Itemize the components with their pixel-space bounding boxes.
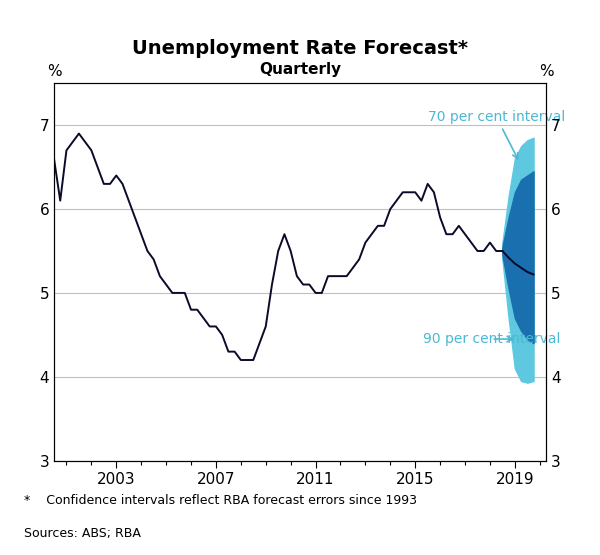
- Text: 70 per cent interval: 70 per cent interval: [428, 110, 565, 159]
- Text: %: %: [539, 64, 553, 79]
- Text: %: %: [47, 64, 61, 79]
- Text: Unemployment Rate Forecast*: Unemployment Rate Forecast*: [132, 39, 468, 58]
- Text: Sources: ABS; RBA: Sources: ABS; RBA: [24, 527, 141, 540]
- Text: *    Confidence intervals reflect RBA forecast errors since 1993: * Confidence intervals reflect RBA forec…: [24, 494, 417, 507]
- Text: Quarterly: Quarterly: [259, 62, 341, 77]
- Text: 90 per cent interval: 90 per cent interval: [422, 332, 560, 346]
